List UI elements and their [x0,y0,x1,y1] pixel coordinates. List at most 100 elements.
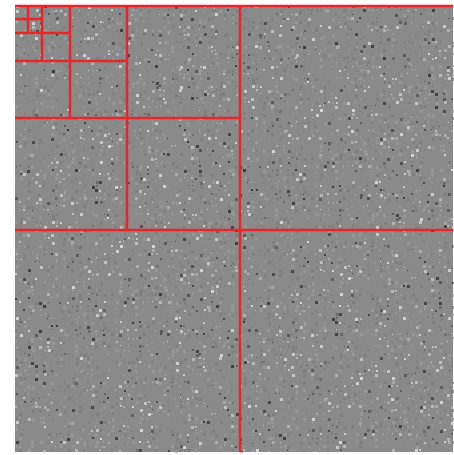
coefficient-speckle [52,337,54,339]
coefficient-speckle [207,306,210,309]
coefficient-speckle [408,325,409,326]
coefficient-speckle [140,50,141,51]
coefficient-speckle [243,77,244,78]
coefficient-speckle [207,334,210,337]
coefficient-speckle [255,329,258,332]
coefficient-speckle [271,122,274,125]
coefficient-speckle [259,277,262,280]
coefficient-speckle [432,146,435,149]
coefficient-speckle [236,98,237,99]
coefficient-speckle [267,297,270,300]
coefficient-speckle [380,258,381,259]
coefficient-speckle [447,225,449,227]
coefficient-speckle [427,269,428,270]
coefficient-speckle [72,177,73,178]
coefficient-speckle [244,237,247,240]
coefficient-speckle [140,353,142,355]
coefficient-speckle [163,278,166,281]
coefficient-speckle [203,105,204,106]
coefficient-speckle [320,234,321,235]
coefficient-speckle [276,386,278,388]
coefficient-speckle [376,178,379,181]
coefficient-speckle [203,66,206,69]
coefficient-speckle [71,137,74,140]
coefficient-speckle [196,278,199,281]
coefficient-speckle [36,30,39,33]
coefficient-speckle [359,110,361,112]
coefficient-speckle [243,26,246,29]
coefficient-speckle [131,305,133,307]
coefficient-speckle [184,358,187,361]
coefficient-speckle [176,362,179,365]
coefficient-speckle [311,329,314,332]
coefficient-speckle [251,70,254,73]
coefficient-speckle [180,34,181,35]
coefficient-speckle [243,373,244,374]
coefficient-speckle [355,325,358,328]
coefficient-speckle [292,317,293,318]
coefficient-speckle [359,366,360,367]
coefficient-speckle [204,258,207,261]
coefficient-speckle [431,13,433,15]
coefficient-speckle [35,378,38,381]
coefficient-speckle [51,350,54,353]
coefficient-speckle [256,298,257,299]
coefficient-speckle [92,225,94,227]
coefficient-speckle [144,394,147,397]
coefficient-speckle [292,22,293,23]
coefficient-speckle [212,162,215,165]
coefficient-speckle [83,130,84,131]
coefficient-speckle [172,13,175,16]
coefficient-speckle [75,374,76,375]
coefficient-speckle [103,153,105,155]
coefficient-speckle [215,234,216,235]
coefficient-speckle [368,213,370,215]
coefficient-speckle [163,389,165,391]
coefficient-speckle [72,286,75,289]
coefficient-speckle [283,145,285,147]
coefficient-speckle [80,150,81,151]
coefficient-speckle [359,38,361,40]
coefficient-speckle [380,61,381,62]
coefficient-speckle [391,205,392,206]
coefficient-speckle [299,133,301,135]
coefficient-speckle [376,66,379,69]
coefficient-speckle [191,250,194,253]
coefficient-speckle [188,217,191,220]
coefficient-speckle [379,98,380,99]
coefficient-speckle [103,382,106,385]
coefficient-speckle [20,34,23,37]
coefficient-speckle [228,210,231,213]
coefficient-speckle [296,178,299,181]
coefficient-speckle [28,213,29,214]
coefficient-speckle [96,57,99,60]
coefficient-speckle [452,394,453,395]
coefficient-speckle [319,266,322,269]
coefficient-speckle [135,134,136,135]
coefficient-speckle [187,38,190,41]
coefficient-speckle [319,137,322,140]
coefficient-speckle [388,321,389,322]
coefficient-speckle [231,177,232,178]
coefficient-speckle [163,165,166,168]
coefficient-speckle [348,297,349,298]
coefficient-speckle [160,150,161,151]
coefficient-speckle [319,33,321,35]
coefficient-speckle [359,77,362,80]
coefficient-speckle [371,110,373,112]
coefficient-speckle [435,205,437,207]
coefficient-speckle [100,113,102,115]
coefficient-speckle [167,394,168,395]
coefficient-speckle [112,210,114,212]
coefficient-speckle [163,325,165,327]
coefficient-speckle [151,342,153,344]
coefficient-speckle [92,385,95,388]
coefficient-speckle [104,66,107,69]
coefficient-speckle [248,21,250,23]
coefficient-speckle [91,277,93,279]
coefficient-speckle [124,350,125,351]
coefficient-speckle [447,389,449,391]
coefficient-speckle [292,374,295,377]
coefficient-speckle [140,298,141,299]
coefficient-speckle [412,109,413,110]
